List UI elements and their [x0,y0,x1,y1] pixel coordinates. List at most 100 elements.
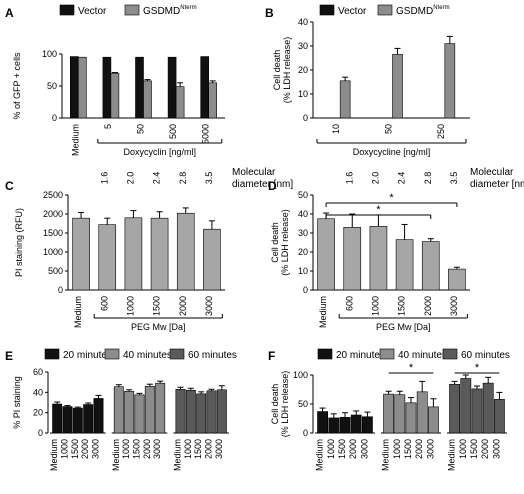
x-tick-label: 3000 [214,439,224,459]
legend-swatch [169,348,185,360]
bar-gsdmd [78,56,87,119]
diameter-value: 1.6 [99,172,109,185]
bar-60-minutes [185,389,196,434]
bar-peg [72,217,90,291]
bracket-label: PEG Mw [Da] [376,322,431,332]
legend-label: Vector [78,6,107,17]
significance-star: * [409,362,414,374]
x-tick-label: 250 [436,124,446,139]
y-axis-label: Cell death [270,222,280,263]
x-tick-label: 1500 [469,439,479,459]
legend-label: 40 minutes [123,350,172,361]
x-tick-label: 1500 [132,439,142,459]
y-tick-label: 40 [298,17,308,27]
top-axis-label: diameter [nm] [470,179,524,190]
bar-gsdmd [392,54,403,119]
bar-20-minutes [52,403,63,434]
x-tick-label: 2000 [178,296,188,316]
bar-60-minutes [460,378,472,434]
y-tick-label: 40 [33,387,43,397]
bar-vector [70,56,79,119]
y-tick-label: 50 [298,190,308,200]
bar-20-minutes [317,411,328,434]
bar-40-minutes [416,391,428,434]
y-tick-label: 0 [58,285,63,295]
x-tick-label: 2000 [423,296,433,316]
x-tick-label: 600 [99,296,109,311]
x-tick-label: 1000 [183,439,193,459]
x-tick-label: 3000 [449,296,459,316]
panel-label: D [268,179,277,193]
bar-peg [395,239,414,291]
y-axis-label: % of GFP + cells [12,52,22,120]
top-axis-label: diameter [nm] [232,179,293,190]
bar-60-minutes [175,388,186,434]
panel-label: A [5,6,14,20]
bar-60-minutes [206,390,217,434]
x-tick-label: 10 [331,124,341,134]
x-tick-label: 2000 [480,439,490,459]
bar-peg [369,226,388,291]
legend-swatch [379,348,395,360]
bar-60-minutes [216,389,227,434]
bracket-label: PEG Mw [Da] [131,322,186,332]
bar-peg [317,218,335,291]
x-tick-label: Medium [381,439,391,471]
bar-20-minutes [83,404,94,434]
x-tick-label: 1000 [458,439,468,459]
legend-swatch [44,348,60,360]
diameter-value: 1.6 [344,172,354,185]
diameter-value: 2.0 [370,172,380,185]
legend-swatch [124,4,140,16]
x-tick-label: Medium [318,296,328,328]
x-tick-label: 3000 [491,439,501,459]
x-tick-label: 1000 [370,296,380,316]
y-tick-label: 10 [298,266,308,276]
legend-swatch [377,4,393,16]
y-tick-label: 2500 [43,190,63,200]
legend-label: 60 minutes [461,350,510,361]
x-tick-label: 1500 [70,439,80,459]
bar-40-minutes [144,385,155,434]
bar-20-minutes [361,416,373,434]
bar-60-minutes [471,388,483,434]
bar-20-minutes [62,406,73,434]
x-tick-label: 1500 [152,296,162,316]
y-tick-label: 50 [47,81,57,91]
bar-peg [124,217,143,291]
bar-60-minutes [493,399,505,434]
legend-label: 40 minutes [398,350,447,361]
x-tick-label: Medium [70,124,80,156]
legend-label: GSDMDNterm [396,5,450,17]
legend-swatch [317,348,333,360]
y-tick-label: 20 [33,408,43,418]
x-tick-label: 5000 [201,124,211,144]
panel-label: B [265,6,274,20]
x-tick-label: 1000 [392,439,402,459]
x-tick-label: 3000 [359,439,369,459]
diameter-value: 2.8 [178,172,188,185]
legend-label: 60 minutes [188,350,237,361]
x-tick-label: Medium [315,439,325,471]
x-tick-label: 5 [103,124,113,129]
x-tick-label: 600 [344,296,354,311]
bar-peg [203,228,221,291]
panel-label: F [268,349,275,363]
top-axis-label: Molecular [470,167,514,178]
y-tick-label: 1500 [43,228,63,238]
bar-40-minutes [383,393,394,434]
x-tick-label: 2000 [348,439,358,459]
panel-label: E [5,349,13,363]
bar-peg [150,217,169,291]
x-tick-label: 1500 [403,439,413,459]
x-tick-label: 1500 [337,439,347,459]
x-tick-label: Medium [49,439,59,471]
y-tick-label: 0 [303,428,308,438]
panel-label: C [5,179,14,193]
x-tick-label: Medium [447,439,457,471]
bar-gsdmd [444,43,456,119]
bar-60-minutes [449,383,460,434]
bar-gsdmd [208,82,217,119]
bar-vector [135,56,144,119]
